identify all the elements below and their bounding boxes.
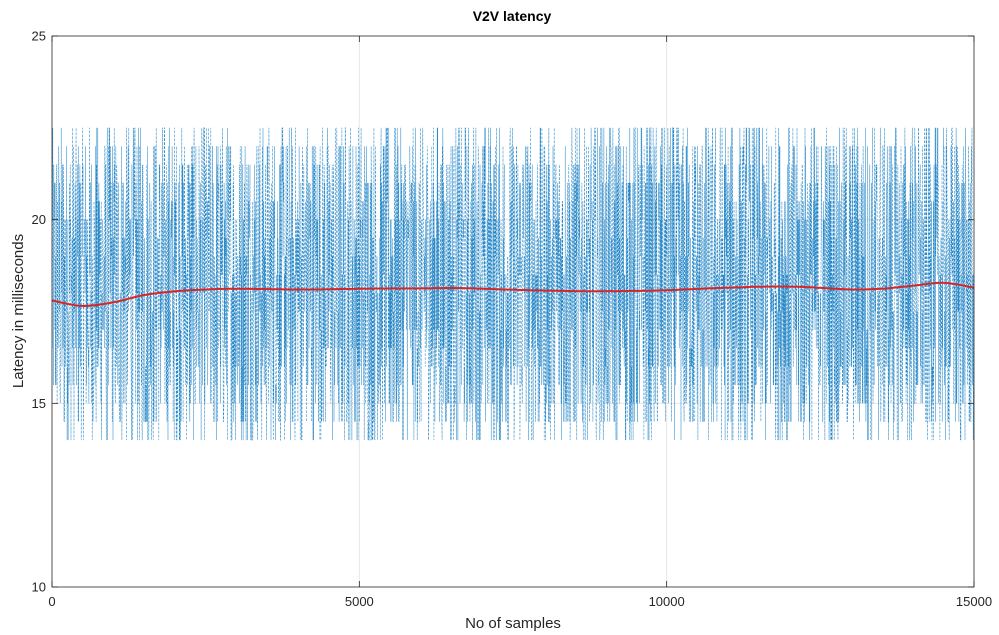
latency-samples-line xyxy=(51,127,974,441)
axis-ticks: 0 5000 10000 15000 10 15 20 25 xyxy=(32,29,993,610)
x-axis-label: No of samples xyxy=(465,615,561,632)
plot-frame xyxy=(51,35,975,588)
latency-samples-series xyxy=(51,127,974,441)
x-tick-label: 5000 xyxy=(345,594,374,609)
y-tick-label: 10 xyxy=(32,580,46,595)
x-tick-label: 0 xyxy=(48,594,55,609)
y-axis-label: Latency in milliseconds xyxy=(10,234,27,388)
x-tick-label: 10000 xyxy=(649,594,685,609)
x-tick-label: 15000 xyxy=(956,594,992,609)
y-tick-label: 15 xyxy=(32,396,46,411)
y-tick-label: 20 xyxy=(32,212,46,227)
chart-title: V2V latency xyxy=(473,8,552,24)
y-tick-label: 25 xyxy=(32,29,46,44)
latency-trend-line xyxy=(51,281,975,308)
latency-trend-series xyxy=(51,281,975,308)
